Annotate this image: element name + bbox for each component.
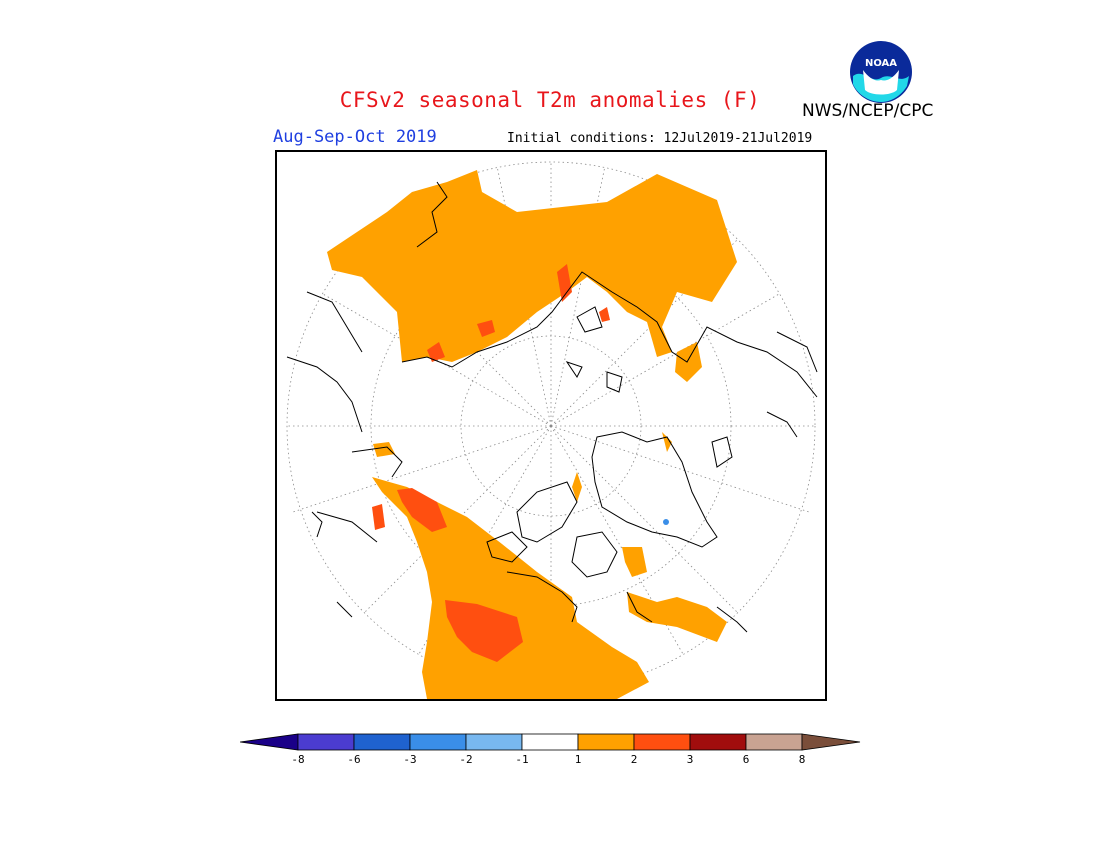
colorbar-swatches (240, 733, 861, 751)
colorbar-high-arrow (801, 733, 861, 751)
colorbar-swatch (465, 733, 523, 751)
colorbar-tick-label: 6 (743, 753, 750, 766)
anomaly-cool-spot (663, 519, 669, 525)
colorbar-tick-label: 3 (687, 753, 694, 766)
colorbar-tick-label: 2 (631, 753, 638, 766)
colorbar-tick-label: -2 (459, 753, 472, 766)
logo-text: NOAA (865, 58, 897, 69)
forecast-period: Aug-Sep-Oct 2019 (273, 127, 437, 147)
initial-conditions: Initial conditions: 12Jul2019-21Jul2019 (507, 131, 813, 146)
colorbar-swatch (745, 733, 803, 751)
map-frame (275, 150, 827, 701)
colorbar-tick-label: 8 (799, 753, 806, 766)
colorbar-swatch (409, 733, 467, 751)
colorbar-swatch (297, 733, 355, 751)
chart-title: CFSv2 seasonal T2m anomalies (F) (339, 88, 761, 112)
noaa-logo-icon: NOAA (850, 41, 912, 103)
polar-map (286, 161, 818, 699)
anomaly-2-to-3 (372, 264, 610, 662)
colorbar-low-arrow (240, 733, 299, 751)
anomaly-1-to-2 (327, 170, 737, 699)
colorbar-swatch (577, 733, 635, 751)
colorbar-tick-label: 1 (575, 753, 582, 766)
colorbar-tick-label: -3 (403, 753, 416, 766)
colorbar-swatch (521, 733, 579, 751)
colorbar-tick-label: -8 (291, 753, 304, 766)
coastlines (286, 181, 818, 633)
colorbar-swatch (633, 733, 691, 751)
colorbar: -8 -6 -3 -2 -1 1 2 3 6 8 (240, 733, 861, 766)
colorbar-tick-label: -1 (515, 753, 528, 766)
colorbar-swatch (353, 733, 411, 751)
colorbar-ticks: -8 -6 -3 -2 -1 1 2 3 6 8 (291, 753, 805, 766)
colorbar-tick-label: -6 (347, 753, 360, 766)
colorbar-swatch (689, 733, 747, 751)
agency-label: NWS/NCEP/CPC (802, 101, 934, 121)
